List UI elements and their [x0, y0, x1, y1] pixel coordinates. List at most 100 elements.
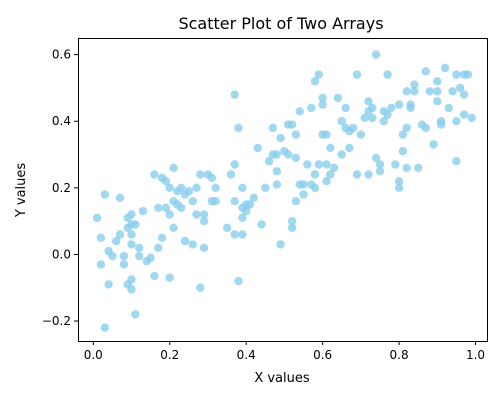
data-point	[322, 160, 331, 169]
data-point	[375, 167, 385, 176]
data-point	[459, 90, 469, 99]
data-point	[115, 193, 125, 202]
data-point	[272, 150, 281, 159]
data-point	[192, 183, 201, 192]
data-point	[375, 160, 385, 169]
data-point	[100, 190, 110, 199]
data-point	[135, 251, 144, 261]
data-point	[230, 197, 239, 206]
x-axis-ticks: 0.0 0.2 0.4 0.6 0.8 1.0	[84, 341, 485, 362]
data-point	[318, 93, 327, 103]
data-point	[314, 160, 323, 169]
data-point	[456, 83, 465, 93]
data-point	[410, 80, 419, 89]
data-point	[96, 260, 106, 269]
y-tick-label: 0.4	[52, 114, 71, 128]
x-axis-label: X values	[254, 371, 310, 386]
data-point	[326, 143, 335, 153]
data-point	[264, 157, 274, 166]
y-axis-ticks: −0.2 0.0 0.2 0.4 0.6	[42, 48, 78, 328]
data-point	[154, 243, 163, 252]
data-point	[459, 110, 469, 119]
x-tick-label: 0.4	[237, 348, 256, 362]
data-point	[154, 203, 163, 212]
data-point	[131, 220, 140, 229]
data-point	[398, 130, 408, 139]
data-point	[127, 240, 136, 249]
data-point	[257, 220, 266, 229]
data-point	[268, 123, 278, 133]
data-point	[287, 223, 297, 232]
data-point	[276, 133, 285, 143]
data-point	[333, 93, 343, 103]
data-point	[238, 230, 247, 239]
y-tick-label: 0.6	[52, 48, 71, 62]
data-point	[387, 103, 396, 113]
y-tick-label: 0.2	[52, 181, 71, 195]
data-point	[165, 183, 174, 192]
data-point	[433, 97, 442, 106]
data-point	[421, 67, 430, 76]
x-tick-label: 1.0	[466, 348, 485, 362]
data-point	[276, 240, 285, 249]
data-point	[234, 123, 243, 133]
data-point	[436, 120, 446, 129]
data-point	[96, 233, 106, 242]
y-tick-label: −0.2	[42, 314, 71, 328]
data-point	[303, 160, 312, 169]
data-point	[364, 97, 373, 106]
x-tick-label: 0.8	[390, 348, 409, 362]
data-point	[310, 170, 320, 179]
data-point	[169, 223, 178, 232]
data-point	[119, 260, 129, 269]
data-point	[188, 197, 197, 206]
data-point	[307, 103, 316, 113]
data-point	[230, 230, 239, 239]
data-point	[287, 120, 297, 129]
data-point	[150, 271, 159, 281]
y-tick-label: 0.0	[52, 247, 71, 261]
data-point	[322, 177, 331, 186]
data-point	[322, 130, 331, 139]
data-point	[92, 213, 102, 222]
data-point	[287, 216, 297, 226]
data-point	[177, 183, 186, 192]
data-point	[199, 243, 209, 252]
data-point	[272, 180, 281, 189]
data-point	[165, 273, 174, 282]
data-point	[310, 183, 320, 192]
data-point	[402, 163, 411, 173]
data-point	[345, 143, 354, 153]
data-point	[226, 170, 236, 179]
data-point	[295, 107, 304, 116]
data-point	[230, 160, 239, 169]
data-point	[337, 150, 346, 159]
data-point	[310, 77, 320, 86]
x-tick-label: 0.6	[313, 348, 332, 362]
data-point	[364, 170, 373, 179]
data-point	[360, 113, 369, 123]
data-point	[146, 253, 155, 262]
plot-frame	[78, 38, 488, 342]
data-point	[161, 177, 171, 186]
data-point	[394, 183, 404, 192]
data-point	[440, 63, 450, 73]
data-point	[391, 160, 400, 169]
chart-title: Scatter Plot of Two Arrays	[178, 14, 383, 33]
data-point	[207, 173, 216, 182]
data-point	[115, 230, 125, 239]
data-point	[238, 183, 247, 192]
data-point	[452, 117, 461, 126]
data-point	[326, 170, 335, 179]
data-point	[196, 283, 205, 292]
data-point	[135, 243, 144, 252]
data-point	[371, 50, 381, 59]
x-tick-label: 0.0	[84, 348, 103, 362]
y-axis-label: Y values	[14, 163, 29, 219]
data-point	[150, 170, 159, 179]
data-point	[112, 236, 121, 246]
data-point	[448, 87, 457, 96]
data-point	[299, 190, 308, 199]
data-point	[299, 180, 308, 189]
data-point	[169, 163, 178, 173]
